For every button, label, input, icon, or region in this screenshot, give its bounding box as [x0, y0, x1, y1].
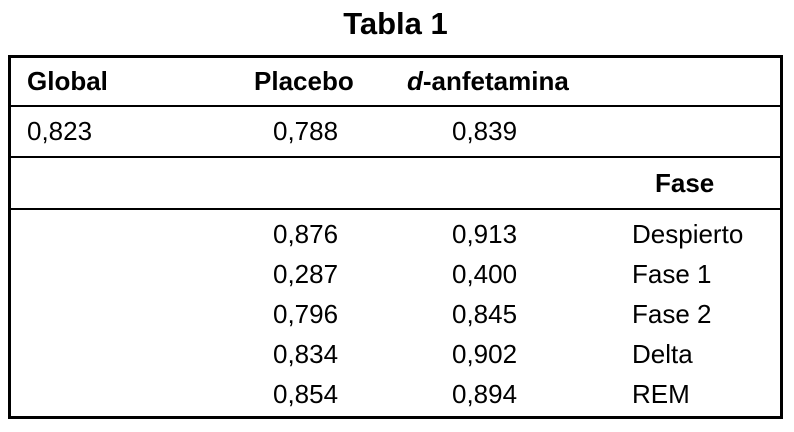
phase-label: REM [632, 378, 690, 409]
phase-label: Delta [632, 338, 693, 369]
damphetamine-value: 0,902 [452, 338, 518, 369]
phase-label: Despierto [632, 218, 744, 249]
fase-header-row: Fase [11, 158, 780, 210]
table-header-row: Global Placebo d-anfetamina [11, 58, 780, 107]
overall-values-row: 0,823 0,788 0,839 [11, 107, 780, 158]
fase-section-header: Fase [655, 167, 715, 198]
damphetamine-value: 0,913 [452, 218, 518, 249]
damphetamine-overall-value: 0,839 [452, 116, 518, 146]
phase-label: Fase 2 [632, 298, 712, 329]
phase-rows-section: 0,876 0,913 Despierto 0,287 0,400 Fase 1… [11, 210, 780, 416]
table-row: 0,876 0,913 Despierto [11, 214, 780, 254]
table-row: 0,796 0,845 Fase 2 [11, 294, 780, 334]
phase-label: Fase 1 [632, 258, 712, 289]
placebo-value: 0,834 [273, 338, 339, 369]
placebo-value: 0,854 [273, 378, 339, 409]
damphetamine-value: 0,845 [452, 298, 518, 329]
d-anfetamina-rest: -anfetamina [422, 66, 569, 96]
damphetamine-value: 0,400 [452, 258, 518, 289]
col-header-placebo: Placebo [254, 66, 354, 96]
d-anfetamina-italic-d: d [407, 66, 423, 96]
table-title: Tabla 1 [343, 6, 448, 41]
placebo-value: 0,876 [273, 218, 339, 249]
col-header-global: Global [27, 66, 108, 96]
placebo-overall-value: 0,788 [273, 116, 339, 146]
placebo-value: 0,287 [273, 258, 339, 289]
col-header-d-anfetamina: d-anfetamina [406, 66, 586, 97]
table-row: 0,287 0,400 Fase 1 [11, 254, 780, 294]
table-row: 0,834 0,902 Delta [11, 334, 780, 374]
data-table: Global Placebo d-anfetamina 0,823 0,788 … [8, 55, 783, 419]
placebo-value: 0,796 [273, 298, 339, 329]
table-row: 0,854 0,894 REM [11, 374, 780, 414]
damphetamine-value: 0,894 [452, 378, 518, 409]
global-overall-value: 0,823 [27, 116, 93, 146]
